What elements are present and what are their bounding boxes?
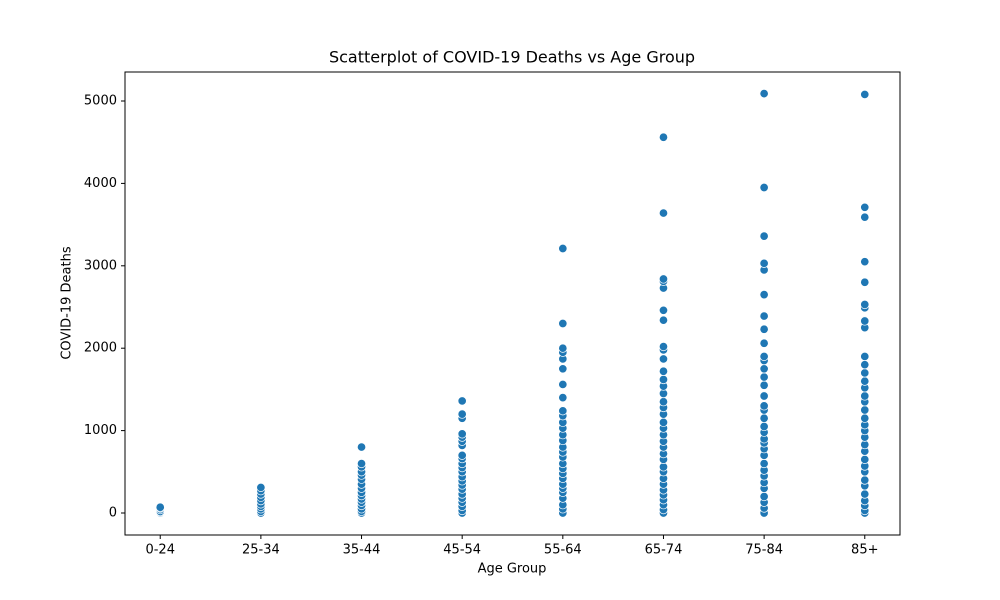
point [658,315,669,325]
point [558,318,568,329]
point [356,442,367,452]
point [759,290,769,300]
point [860,454,870,464]
point [860,489,870,499]
point [860,277,870,287]
point [860,368,870,378]
y-tick-label: 4000 [84,176,117,191]
x-tick-label: 65-74 [645,543,683,558]
x-tick-label: 0-24 [145,543,175,558]
point [860,376,870,386]
point [759,311,769,321]
chart-title: Scatterplot of COVID-19 Deaths vs Age Gr… [329,48,695,67]
point [759,401,769,411]
point [759,372,769,382]
point [658,397,669,407]
point [658,305,669,315]
point [860,316,870,326]
point [759,351,769,361]
point [457,409,467,419]
point [658,208,669,218]
point [558,393,568,403]
point [759,258,769,268]
point [860,360,870,370]
point [860,405,870,415]
y-tick-label: 3000 [84,258,117,273]
point [558,364,568,374]
point [759,413,769,423]
point [658,342,669,352]
point [759,324,769,334]
y-tick-label: 2000 [84,341,117,356]
point [860,391,870,401]
point [759,182,769,193]
x-tick-label: 75-84 [745,543,783,558]
point [457,429,467,439]
point [860,299,870,310]
point [558,343,568,353]
point [759,364,769,374]
point [759,421,769,432]
point [759,391,769,401]
point [759,380,769,390]
point [658,374,669,385]
point [759,491,769,502]
x-tick-label: 45-54 [443,543,481,558]
x-tick-label: 55-64 [544,543,582,558]
y-axis-label: COVID-19 Deaths [60,246,75,359]
point [759,231,769,241]
y-tick-label: 0 [109,505,117,520]
point [558,379,568,390]
point [860,257,870,267]
point [658,274,669,284]
point [658,354,669,364]
point [860,89,870,99]
x-tick-label: 85+ [851,543,878,558]
point [558,243,568,254]
point [860,212,870,222]
y-tick-label: 1000 [84,423,117,438]
point [860,413,870,423]
point [256,482,266,493]
plot-frame [124,71,901,536]
point [759,89,769,99]
point [356,459,367,469]
point [658,417,669,427]
x-axis-label: Age Group [478,562,547,577]
point [155,502,165,512]
point [558,406,568,416]
point [457,396,467,406]
point [658,366,669,376]
y-tick-label: 5000 [84,94,117,109]
point [759,338,769,348]
point [860,475,870,485]
point [658,132,669,142]
point [759,459,769,469]
point [860,202,870,212]
x-tick-label: 35-44 [343,543,381,558]
point [860,351,870,361]
point [457,450,467,460]
x-tick-label: 25-34 [242,543,280,558]
